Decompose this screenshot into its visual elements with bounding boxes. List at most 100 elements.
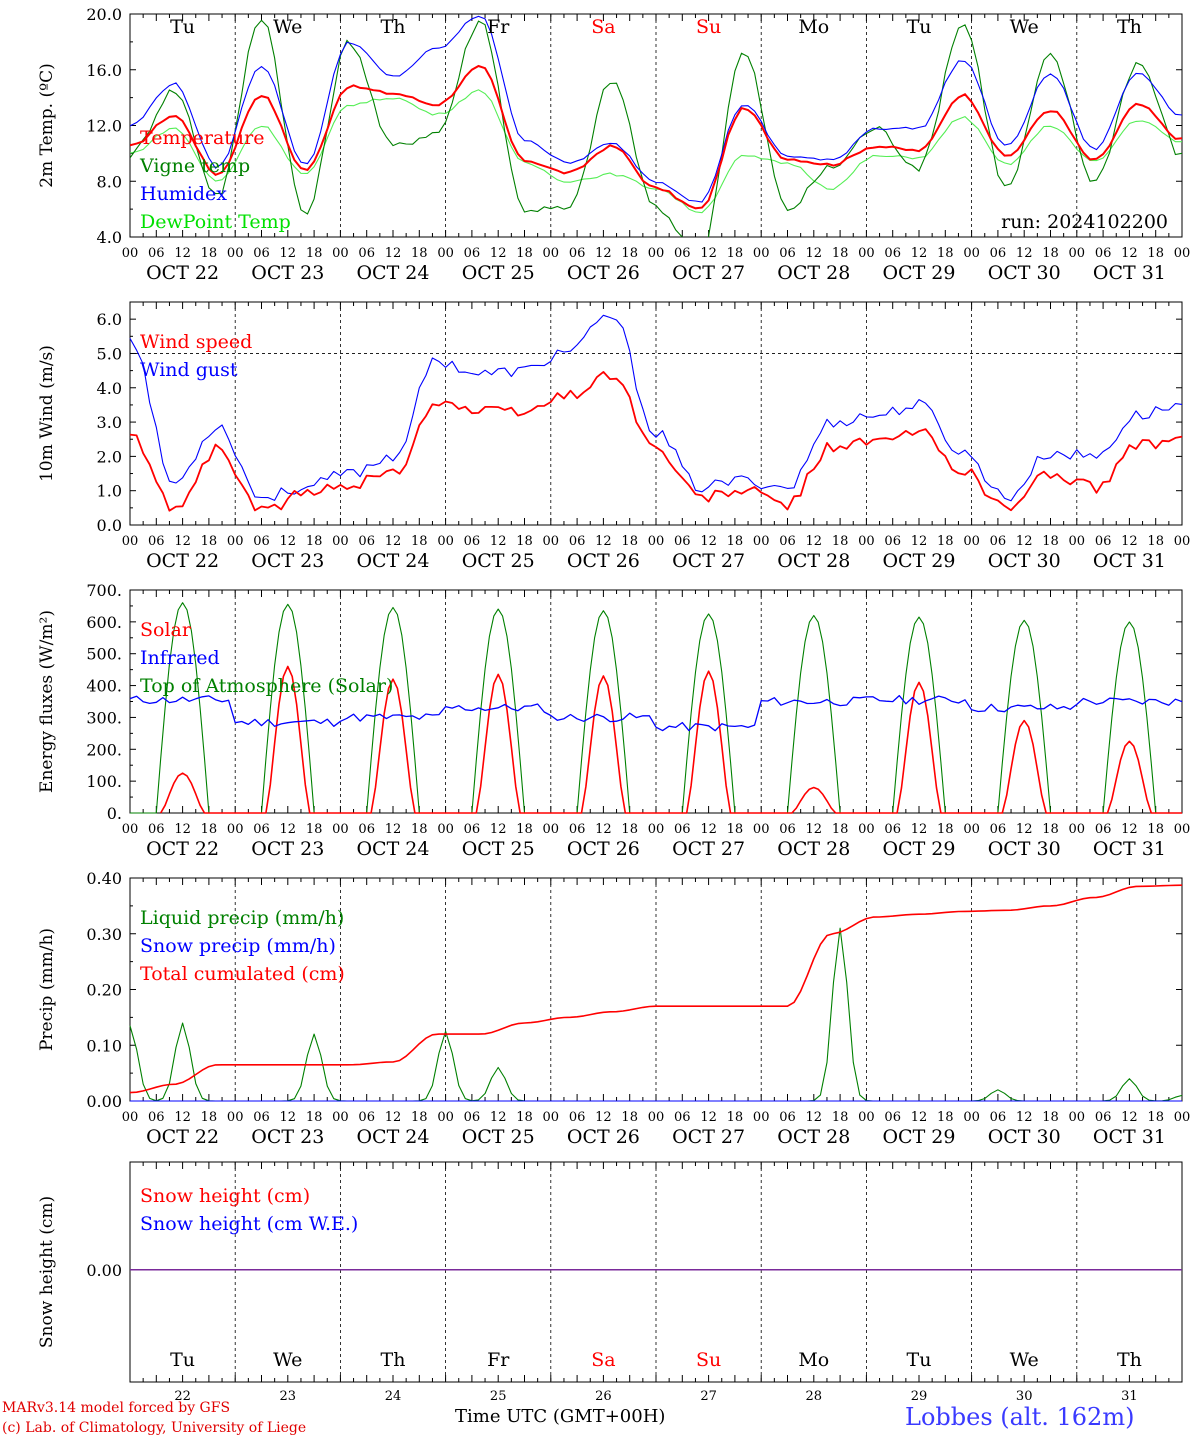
hour-tick-label: 12 <box>1121 1110 1138 1125</box>
y-tick-label: 0.20 <box>86 981 122 1000</box>
hour-tick-label: 06 <box>990 822 1007 837</box>
y-tick-label: 20.0 <box>86 5 122 24</box>
hour-tick-label: 06 <box>674 1110 691 1125</box>
hour-tick-label: 12 <box>700 534 717 549</box>
legend-liquid-precip-mm-h-: Liquid precip (mm/h) <box>140 907 344 929</box>
date-label: OCT 22 <box>146 1126 219 1148</box>
weekday-label: Th <box>1117 16 1142 38</box>
hour-tick-label: 12 <box>1016 1110 1033 1125</box>
y-axis-label: 2m Temp. (ºC) <box>37 63 57 188</box>
hour-tick-label: 00 <box>1069 822 1086 837</box>
hour-tick-label: 06 <box>569 246 586 261</box>
x-axis-label: Time UTC (GMT+00H) <box>455 1406 666 1427</box>
hour-tick-label: 18 <box>937 246 954 261</box>
hour-tick-label: 06 <box>569 1110 586 1125</box>
hour-tick-label: 00 <box>332 534 349 549</box>
date-label: OCT 23 <box>251 262 324 284</box>
date-label: OCT 28 <box>777 262 850 284</box>
weekday-label: Th <box>381 1349 406 1371</box>
date-label: OCT 31 <box>1093 838 1166 860</box>
hour-tick-label: 12 <box>174 534 191 549</box>
legend-snow-height-cm-w-e-: Snow height (cm W.E.) <box>140 1213 358 1235</box>
hour-tick-label: 12 <box>595 822 612 837</box>
hour-tick-label: 06 <box>253 534 270 549</box>
hour-tick-label: 12 <box>174 822 191 837</box>
weekday-label: Sa <box>591 1349 615 1371</box>
date-label: OCT 31 <box>1093 262 1166 284</box>
y-tick-label: 2.0 <box>97 447 122 466</box>
weekday-label: Fr <box>487 1349 510 1371</box>
date-label: OCT 27 <box>672 550 745 572</box>
weekday-label: Tu <box>170 1349 195 1371</box>
y-tick-label: 8.0 <box>97 172 122 191</box>
hour-tick-label: 12 <box>1016 822 1033 837</box>
day-number-label: 22 <box>174 1389 191 1404</box>
hour-tick-label: 00 <box>437 1110 454 1125</box>
hour-tick-label: 06 <box>884 1110 901 1125</box>
date-label: OCT 31 <box>1093 1126 1166 1148</box>
date-label: OCT 29 <box>882 1126 955 1148</box>
date-label: OCT 24 <box>356 1126 429 1148</box>
hour-tick-label: 00 <box>227 1110 244 1125</box>
y-tick-label: 5.0 <box>97 344 122 363</box>
day-number-label: 30 <box>1016 1389 1033 1404</box>
hour-tick-label: 18 <box>937 534 954 549</box>
hour-tick-label: 06 <box>884 822 901 837</box>
date-label: OCT 23 <box>251 550 324 572</box>
hour-tick-label: 18 <box>1042 822 1059 837</box>
y-tick-label: 0. <box>107 804 122 823</box>
hour-tick-label: 00 <box>753 822 770 837</box>
y-tick-label: 16.0 <box>86 61 122 80</box>
day-number-label: 31 <box>1121 1389 1138 1404</box>
hour-tick-label: 00 <box>753 1110 770 1125</box>
model-credit: MARv3.14 model forced by GFS <box>2 1400 231 1416</box>
hour-tick-label: 18 <box>621 246 638 261</box>
hour-tick-label: 18 <box>201 246 218 261</box>
hour-tick-label: 18 <box>306 1110 323 1125</box>
date-label: OCT 25 <box>462 838 535 860</box>
hour-tick-label: 18 <box>201 1110 218 1125</box>
day-number-label: 25 <box>490 1389 507 1404</box>
date-label: OCT 26 <box>567 550 640 572</box>
hour-tick-label: 00 <box>858 1110 875 1125</box>
hour-tick-label: 06 <box>990 246 1007 261</box>
hour-tick-label: 00 <box>543 534 560 549</box>
hour-tick-label: 00 <box>963 534 980 549</box>
hour-tick-label: 12 <box>700 822 717 837</box>
date-label: OCT 27 <box>672 262 745 284</box>
hour-tick-label: 18 <box>727 1110 744 1125</box>
hour-tick-label: 12 <box>700 1110 717 1125</box>
hour-tick-label: 18 <box>832 822 849 837</box>
hour-tick-label: 12 <box>700 246 717 261</box>
date-label: OCT 23 <box>251 838 324 860</box>
day-number-label: 27 <box>700 1389 717 1404</box>
legend-dewpoint-temp: DewPoint Temp <box>140 211 291 233</box>
legend-total-cumulated-cm-: Total cumulated (cm) <box>140 963 345 985</box>
hour-tick-label: 06 <box>779 246 796 261</box>
hour-tick-label: 12 <box>1016 534 1033 549</box>
hour-tick-label: 06 <box>358 1110 375 1125</box>
hour-tick-label: 00 <box>227 822 244 837</box>
weekday-label: We <box>1010 1349 1039 1371</box>
hour-tick-label: 18 <box>1042 534 1059 549</box>
date-label: OCT 28 <box>777 838 850 860</box>
hour-tick-label: 18 <box>832 534 849 549</box>
hour-tick-label: 18 <box>1147 246 1164 261</box>
y-tick-label: 4.0 <box>97 379 122 398</box>
hour-tick-label: 00 <box>122 1110 139 1125</box>
legend-top-of-atmosphere-solar-: Top of Atmosphere (Solar) <box>140 675 393 697</box>
hour-tick-label: 12 <box>280 246 297 261</box>
date-label: OCT 23 <box>251 1126 324 1148</box>
hour-tick-label: 00 <box>858 534 875 549</box>
y-tick-label: 0.00 <box>86 1092 122 1111</box>
hour-tick-label: 06 <box>358 246 375 261</box>
hour-tick-label: 06 <box>148 822 165 837</box>
y-tick-label: 0.40 <box>86 869 122 888</box>
series-temperature <box>130 64 1182 210</box>
hour-tick-label: 12 <box>385 1110 402 1125</box>
series-infrared <box>129 694 1183 732</box>
day-number-label: 26 <box>595 1389 612 1404</box>
hour-tick-label: 18 <box>516 1110 533 1125</box>
y-tick-label: 300. <box>86 708 122 727</box>
